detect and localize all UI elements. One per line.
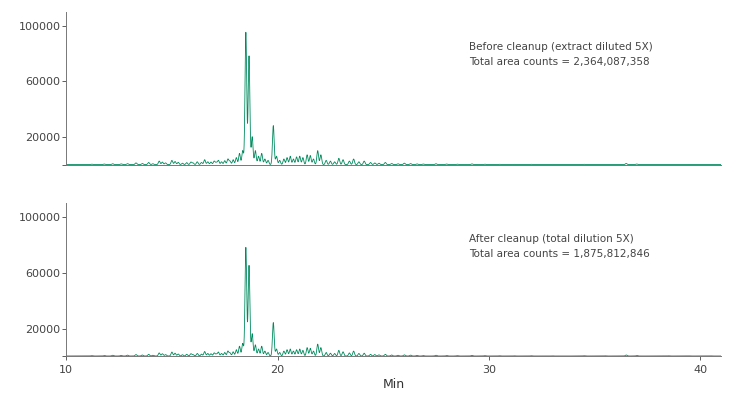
Text: After cleanup (total dilution 5X)
Total area counts = 1,875,812,846: After cleanup (total dilution 5X) Total … [469, 234, 650, 259]
X-axis label: Min: Min [383, 378, 405, 391]
Text: Before cleanup (extract diluted 5X)
Total area counts = 2,364,087,358: Before cleanup (extract diluted 5X) Tota… [469, 42, 653, 67]
